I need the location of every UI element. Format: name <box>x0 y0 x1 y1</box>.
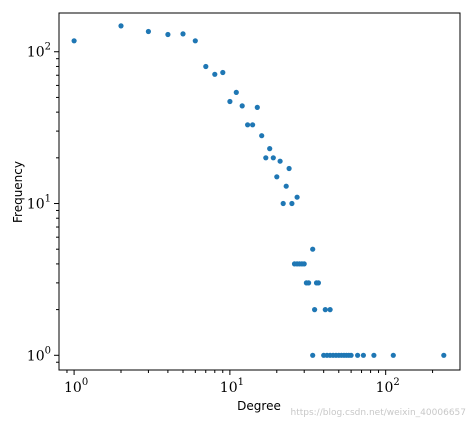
x-tick-label: 102 <box>376 377 400 396</box>
data-point <box>441 352 447 358</box>
data-point <box>289 200 295 207</box>
data-point <box>360 352 366 358</box>
y-tick-label: 102 <box>27 42 51 61</box>
data-point <box>310 246 316 252</box>
data-point <box>239 103 245 109</box>
data-point <box>310 352 316 358</box>
data-point <box>355 352 361 358</box>
data-point <box>165 31 171 38</box>
data-point <box>274 174 280 180</box>
plot-frame <box>58 12 461 371</box>
data-point <box>254 104 260 110</box>
data-point <box>301 261 307 267</box>
data-point <box>71 38 77 44</box>
data-point <box>306 280 312 286</box>
y-tick-label: 100 <box>27 345 51 364</box>
data-point <box>277 158 283 164</box>
data-point <box>286 165 292 172</box>
data-point <box>145 28 151 35</box>
data-point <box>280 200 286 207</box>
x-tick-label: 100 <box>64 377 88 396</box>
data-point <box>192 38 198 44</box>
data-point <box>250 122 256 128</box>
data-point <box>322 307 328 313</box>
watermark: https://blog.csdn.net/weixin_40006657 <box>290 408 466 418</box>
data-point <box>283 183 289 189</box>
data-point <box>233 89 239 95</box>
data-point <box>118 23 124 29</box>
x-axis-title: Degree <box>237 399 281 413</box>
data-point <box>259 133 265 139</box>
data-point <box>263 155 269 161</box>
y-tick-label: 101 <box>27 194 51 213</box>
y-axis-title: Frequency <box>11 161 25 223</box>
data-point <box>294 194 300 200</box>
data-point <box>327 307 333 313</box>
data-point <box>348 352 354 358</box>
data-point <box>212 71 218 77</box>
data-point <box>220 69 226 76</box>
data-point <box>245 122 251 128</box>
data-point <box>390 352 396 358</box>
data-point <box>312 307 318 313</box>
data-point <box>203 63 209 70</box>
data-point <box>371 352 377 358</box>
x-tick-label: 101 <box>220 377 244 396</box>
data-point <box>267 146 273 152</box>
data-point <box>315 280 321 286</box>
data-point <box>270 155 276 161</box>
data-points <box>71 23 447 358</box>
data-point <box>180 31 186 37</box>
data-point <box>227 98 233 105</box>
ticks: 100 101 102 100 101 102 <box>27 42 434 396</box>
